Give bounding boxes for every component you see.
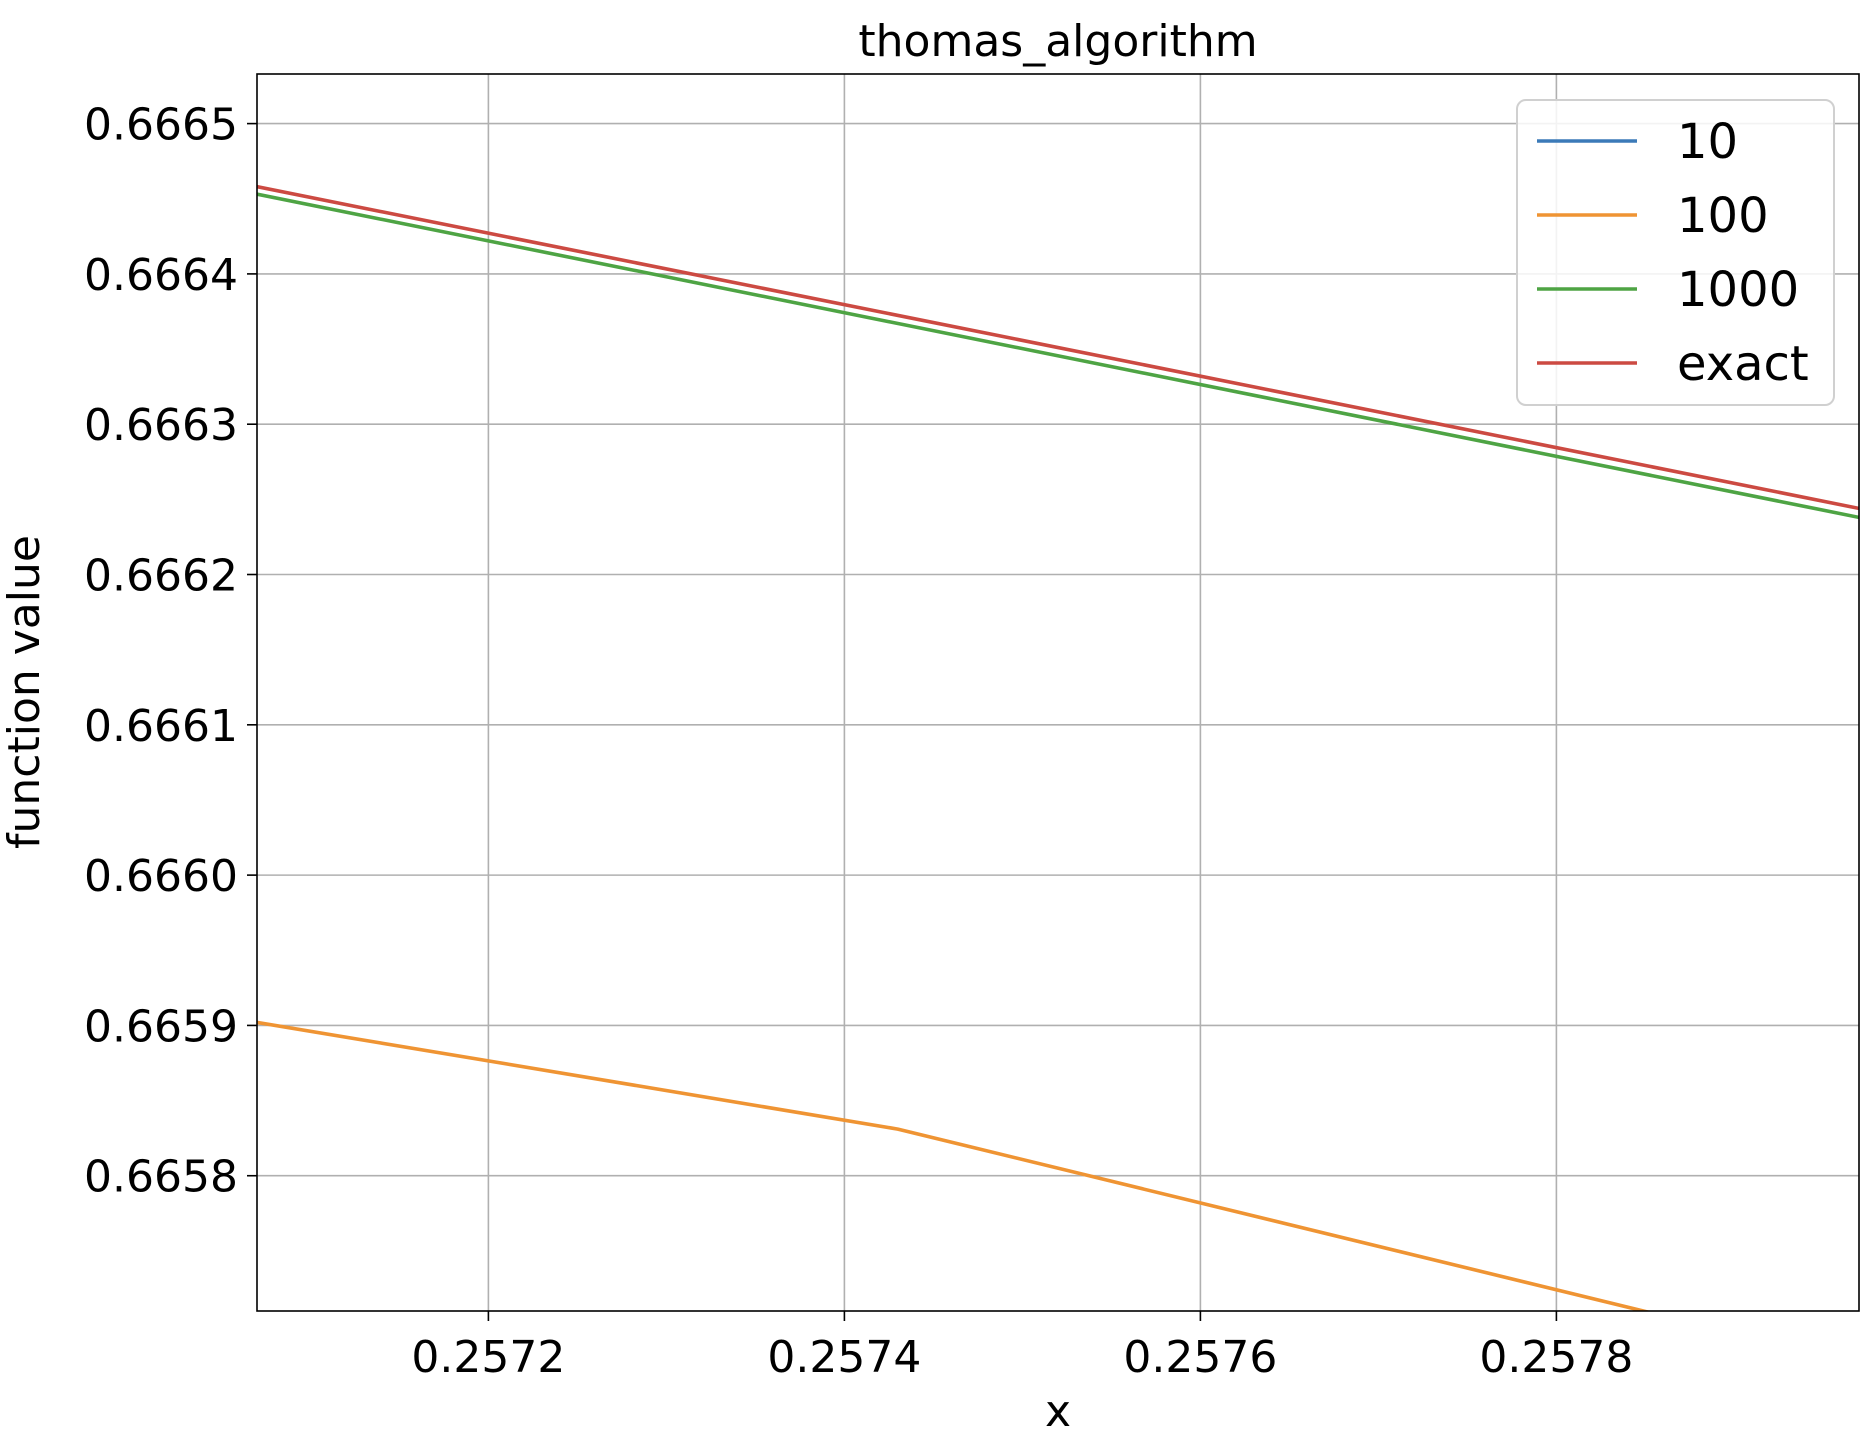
legend-label-exact: exact [1677,336,1809,392]
x-axis-ticks: 0.2572 0.2574 0.2576 0.2578 [411,1311,1633,1383]
series-line-exact [257,184,1859,511]
legend-label-1000: 1000 [1677,262,1799,318]
legend: 10 100 1000 exact [1516,99,1835,406]
y-tick-label: 0.6663 [84,400,238,451]
y-tick-label: 0.6664 [84,250,238,301]
y-axis-ticks: 0.6658 0.6659 0.6660 0.6661 0.6662 0.6663 0.66… [84,100,257,1203]
series-lines [257,184,1859,1311]
legend-label-100: 100 [1677,188,1769,244]
y-tick-label: 0.6659 [84,1001,238,1052]
chart-title: thomas_algorithm [858,16,1257,67]
y-tick-label: 0.6662 [84,551,238,602]
y-tick-label: 0.6665 [84,100,238,151]
x-axis-label: x [1045,1386,1071,1437]
y-axis-label: function value [0,535,50,849]
x-tick-label: 0.2578 [1479,1332,1633,1383]
legend-box [1516,99,1835,406]
y-tick-label: 0.6660 [84,851,238,902]
x-tick-label: 0.2576 [1123,1332,1277,1383]
x-tick-label: 0.2574 [767,1332,921,1383]
y-tick-label: 0.6658 [84,1152,238,1203]
x-tick-label: 0.2572 [411,1332,565,1383]
plot-frame [256,73,1860,1312]
series-line-100 [257,1020,1651,1311]
series-line-1000 [257,192,1859,520]
y-tick-label: 0.6661 [84,701,238,752]
legend-label-10: 10 [1677,114,1738,170]
